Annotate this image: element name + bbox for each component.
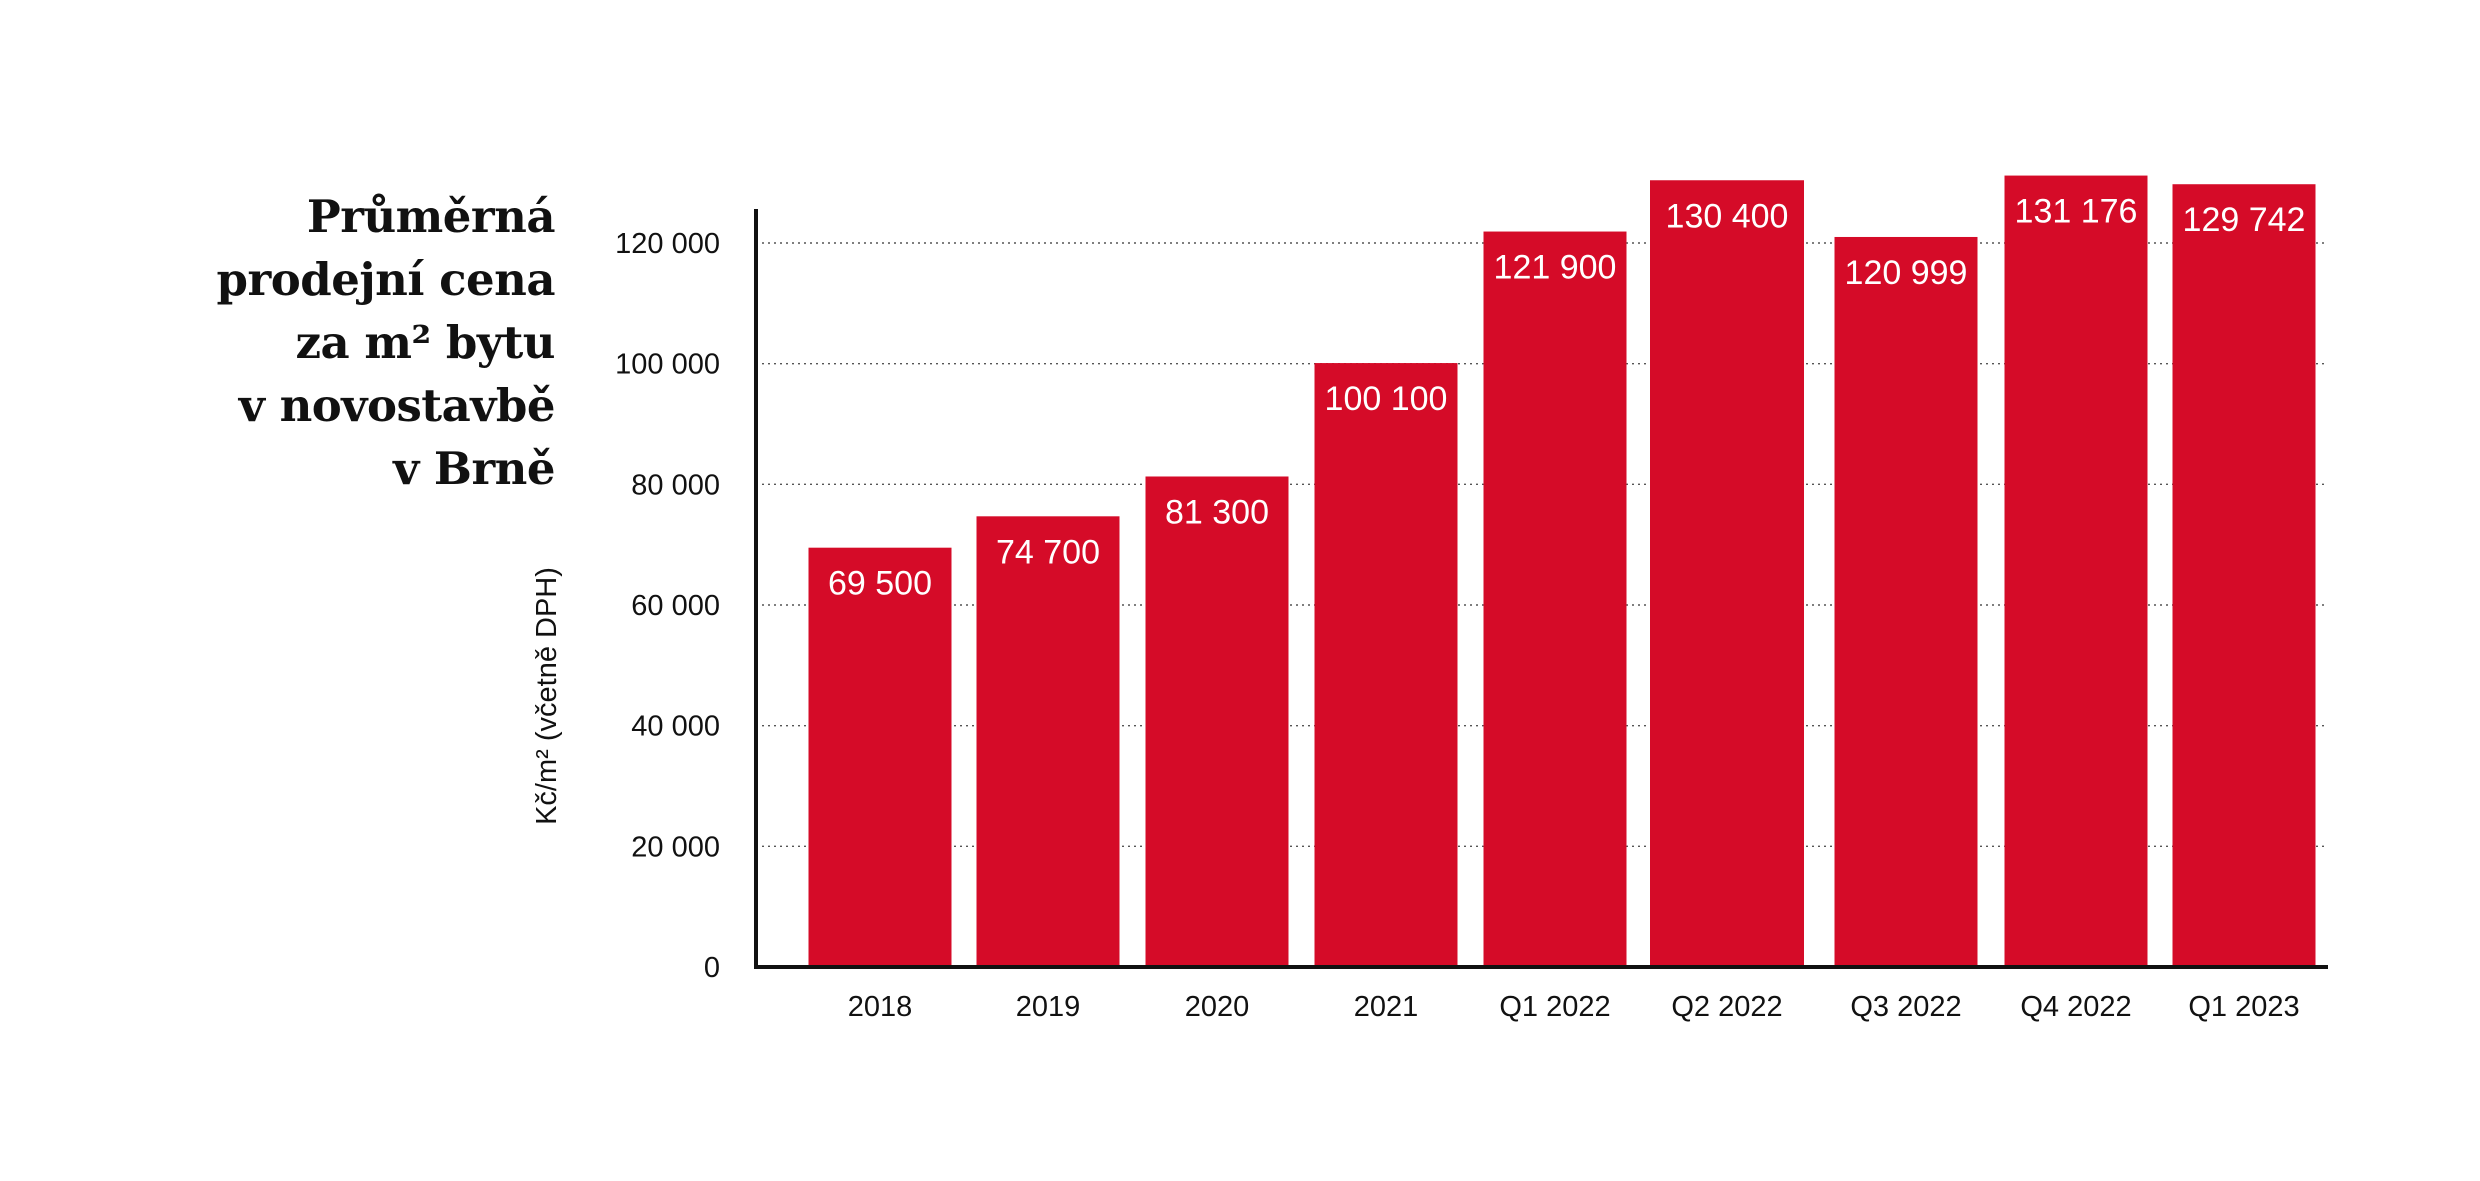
bar-value-label: 74 700	[996, 533, 1100, 571]
x-tick-label: 2019	[1016, 991, 1081, 1023]
bar	[2004, 175, 2148, 967]
x-tick-label: 2021	[1354, 991, 1419, 1023]
y-tick-label: 20 000	[631, 831, 720, 863]
bars	[808, 175, 2316, 968]
bar	[2172, 184, 2316, 967]
y-tick-label: 60 000	[631, 590, 720, 622]
title-line: prodejní cena	[216, 253, 556, 306]
bar	[808, 547, 952, 967]
chart-title: Průměrná prodejní cena za m² bytu v novo…	[135, 185, 556, 500]
x-tick-label: Q3 2022	[1850, 991, 1961, 1023]
bar	[1834, 236, 1978, 967]
bar-value-label: 120 999	[1845, 254, 1968, 292]
y-tick-labels: 0 20 000 40 000 60 000 80 000 100 000 120 000	[615, 228, 720, 984]
bar-value-label: 131 176	[2015, 193, 2138, 231]
y-axis-label: Kč/m² (včetně DPH)	[531, 567, 563, 825]
bar-value-label: 121 900	[1494, 249, 1617, 287]
x-tick-label: 2020	[1185, 991, 1250, 1023]
axes	[754, 209, 2328, 969]
x-tick-label: Q1 2023	[2188, 991, 2299, 1023]
bar-value-label: 69 500	[828, 565, 932, 603]
x-tick-label: Q4 2022	[2020, 991, 2131, 1023]
y-tick-label: 40 000	[631, 711, 720, 743]
x-tick-label: 2018	[848, 991, 913, 1023]
bar-value-label: 100 100	[1325, 380, 1448, 418]
x-tick-label: Q2 2022	[1671, 991, 1782, 1023]
x-tick-labels: 2018 2019 2020 2021 Q1 2022 Q2 2022 Q3 2022 Q4 …	[848, 991, 2300, 1023]
bar	[1650, 180, 1804, 968]
bar-value-label: 81 300	[1165, 493, 1269, 531]
y-tick-label: 120 000	[615, 228, 720, 260]
title-line: v Brně	[393, 442, 555, 495]
y-tick-label: 80 000	[631, 469, 720, 501]
title-line: v novostavbě	[238, 379, 556, 432]
title-line: Průměrná	[306, 190, 556, 243]
bar	[1145, 476, 1289, 967]
y-tick-label: 100 000	[615, 349, 720, 381]
x-tick-label: Q1 2022	[1499, 991, 1610, 1023]
bar	[1314, 363, 1458, 967]
bar-value-label: 129 742	[2183, 201, 2306, 239]
title-line: za m² bytu	[295, 316, 556, 369]
y-tick-label: 0	[704, 952, 720, 984]
bar-value-labels: 69 500 74 700 81 300 100 100 121 900 130 400 1…	[828, 193, 2305, 603]
bar-value-label: 130 400	[1666, 197, 1789, 235]
bar	[976, 516, 1120, 967]
bar	[1483, 231, 1627, 967]
